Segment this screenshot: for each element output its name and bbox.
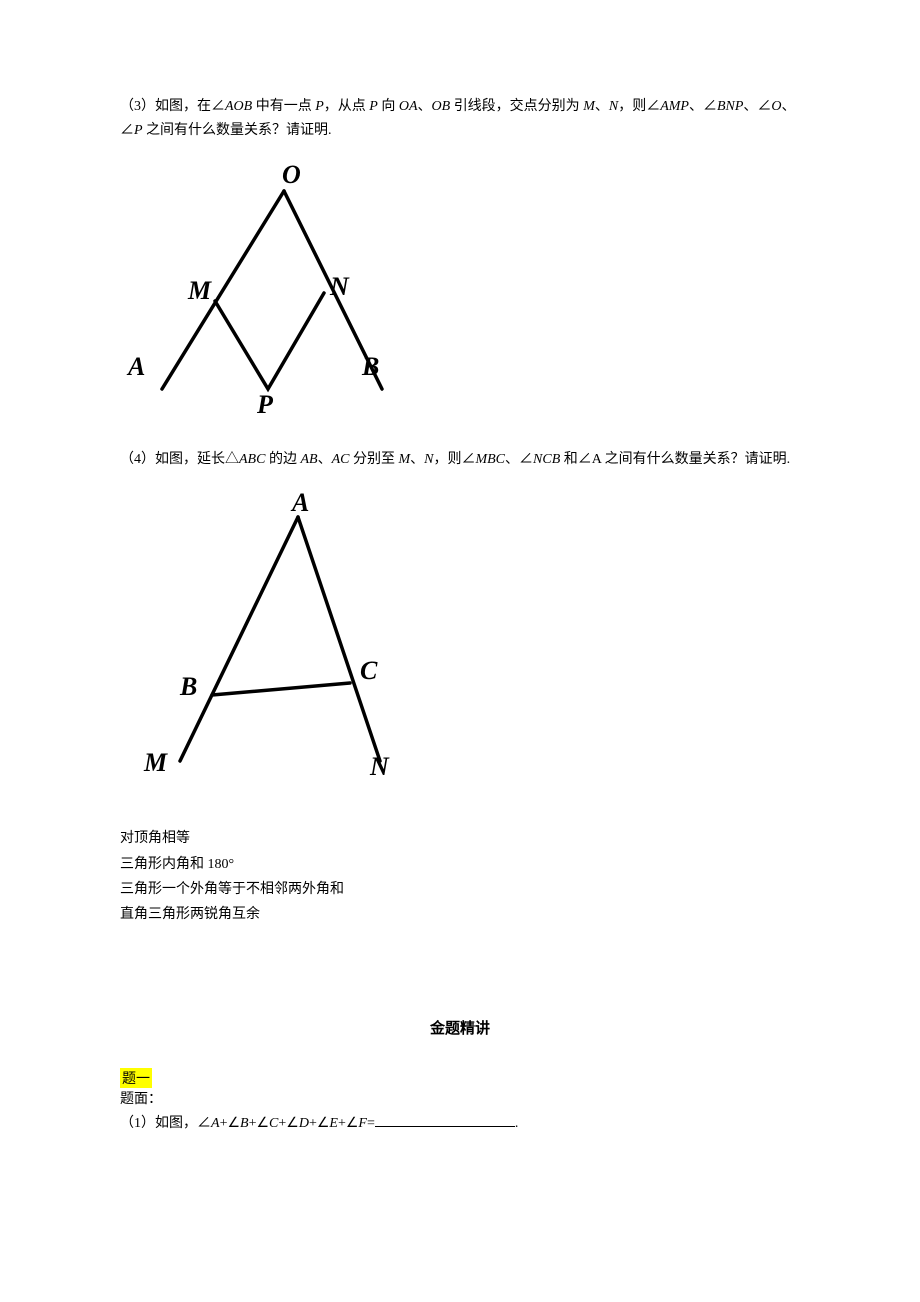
q1-t8: +∠: [309, 1116, 329, 1131]
p3-t18: 、∠: [743, 99, 771, 114]
p3-t22: 之间有什么数量关系？请证明.: [143, 123, 332, 138]
p3-t19: O: [771, 99, 781, 114]
q1-t3: B: [240, 1116, 249, 1131]
notes-block: 对顶角相等 三角形内角和 180° 三角形一个外角等于不相邻两外角和 直角三角形…: [120, 826, 800, 927]
q1-t4: +∠: [249, 1116, 269, 1131]
question-1-label: 题一: [120, 1068, 152, 1088]
q1-t10: +∠: [338, 1116, 358, 1131]
p4-t10: ，则∠: [433, 452, 475, 467]
section-title: 金题精讲: [120, 1017, 800, 1038]
q1-t11: F: [358, 1116, 367, 1131]
q1-t2: +∠: [220, 1116, 240, 1131]
q1-t9: E: [329, 1116, 338, 1131]
p4-t4: 、: [318, 452, 332, 467]
q1-t1: A: [211, 1116, 220, 1131]
p3-t5: P: [369, 99, 378, 114]
p3-t16: 、∠: [689, 99, 717, 114]
svg-text:B: B: [361, 352, 379, 381]
svg-text:N: N: [329, 272, 350, 301]
svg-text:A: A: [290, 488, 309, 517]
note-line-2: 三角形一个外角等于不相邻两外角和: [120, 877, 800, 902]
q1-t6: +∠: [278, 1116, 298, 1131]
p3-t12: 、: [595, 99, 609, 114]
p4-t2: 的边: [265, 452, 300, 467]
p3-t3: P: [315, 99, 324, 114]
svg-text:C: C: [360, 656, 378, 685]
svg-text:O: O: [282, 160, 301, 189]
p4-t3: AB: [300, 452, 317, 467]
q1-t12: =: [367, 1116, 375, 1131]
p3-t21: P: [134, 123, 143, 138]
answer-blank: [375, 1112, 515, 1127]
note-line-1: 三角形内角和 180°: [120, 852, 800, 877]
p4-t6: 分别至: [349, 452, 398, 467]
svg-text:N: N: [369, 752, 390, 781]
q1-t5: C: [269, 1116, 278, 1131]
problem-3-text: （3）如图，在∠AOB 中有一点 P，从点 P 向 OA、OB 引线段，交点分别…: [120, 95, 800, 143]
p3-t2: 中有一点: [252, 99, 315, 114]
problem-3-diagram: O M N A B P: [120, 153, 800, 428]
p3-t0: （3）如图，在∠: [120, 99, 225, 114]
p3-t8: 、: [418, 99, 432, 114]
p4-t7: M: [398, 452, 410, 467]
p4-t11: MBC: [475, 452, 505, 467]
note-line-3: 直角三角形两锐角互余: [120, 902, 800, 927]
q1-suffix: .: [515, 1116, 519, 1131]
p4-t13: NCB: [533, 452, 560, 467]
question-1-face: 题面：: [120, 1088, 800, 1112]
p3-t9: OB: [432, 99, 451, 114]
q1-t7: D: [299, 1116, 309, 1131]
p4-t1: ABC: [239, 452, 265, 467]
problem-4-text: （4）如图，延长△ABC 的边 AB、AC 分别至 M、N，则∠MBC、∠NCB…: [120, 448, 800, 472]
note-line-0: 对顶角相等: [120, 826, 800, 851]
p4-t5: AC: [332, 452, 350, 467]
svg-text:A: A: [126, 352, 145, 381]
question-1-block: 题一 题面： （1）如图，∠A+∠B+∠C+∠D+∠E+∠F=.: [120, 1068, 800, 1136]
p3-t15: AMP: [660, 99, 689, 114]
p3-t4: ，从点: [324, 99, 370, 114]
p3-t7: OA: [399, 99, 418, 114]
p4-t14: 和∠A 之间有什么数量关系？请证明.: [560, 452, 790, 467]
p4-t12: 、∠: [505, 452, 533, 467]
diagram-4-svg: A B C M N: [120, 481, 470, 791]
p3-t1: AOB: [225, 99, 252, 114]
p3-t11: M: [583, 99, 595, 114]
p4-t8: 、: [410, 452, 424, 467]
svg-text:B: B: [179, 672, 197, 701]
svg-text:M: M: [187, 276, 212, 305]
p3-t6: 向: [378, 99, 399, 114]
q1-t0: （1）如图，∠: [120, 1116, 211, 1131]
svg-text:M: M: [143, 748, 168, 777]
p3-t14: ，则∠: [618, 99, 660, 114]
p3-t17: BNP: [717, 99, 743, 114]
p3-t10: 引线段，交点分别为: [450, 99, 583, 114]
svg-text:P: P: [256, 390, 274, 419]
p3-t13: N: [609, 99, 618, 114]
p4-t0: （4）如图，延长△: [120, 452, 239, 467]
diagram-3-svg: O M N A B P: [120, 153, 470, 423]
problem-4-diagram: A B C M N: [120, 481, 800, 796]
question-1-text: （1）如图，∠A+∠B+∠C+∠D+∠E+∠F=.: [120, 1112, 800, 1136]
